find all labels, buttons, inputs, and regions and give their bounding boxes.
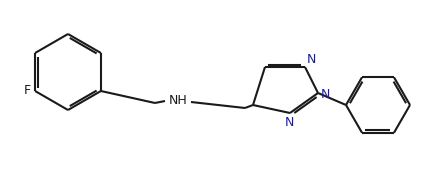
Text: N: N [284,116,294,129]
Text: N: N [321,88,330,101]
Text: NH: NH [169,94,187,107]
Text: N: N [307,53,316,66]
Text: F: F [24,84,31,97]
